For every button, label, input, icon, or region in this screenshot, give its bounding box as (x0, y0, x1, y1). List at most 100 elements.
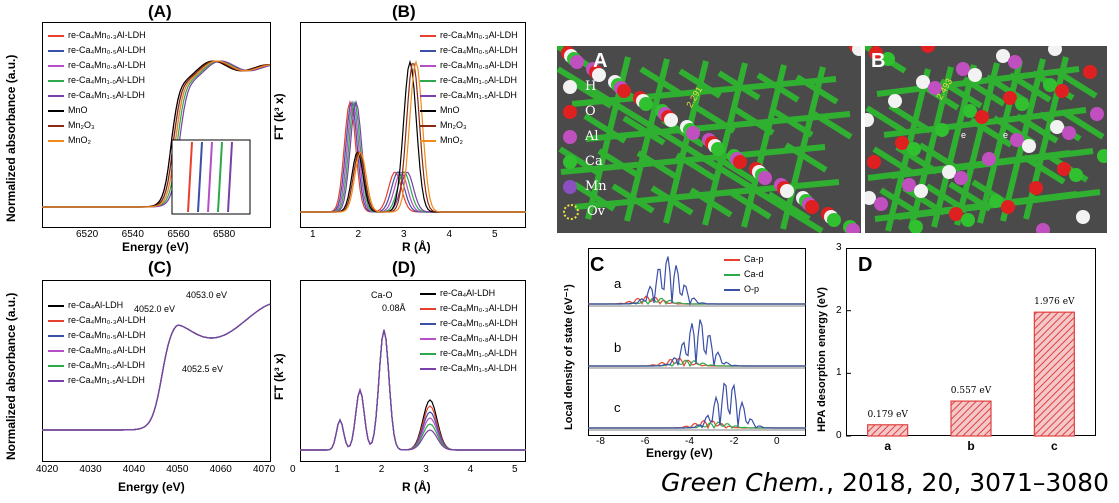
legend-swatch (48, 364, 64, 367)
legend-entry: re-Ca₄Al-LDH (48, 298, 146, 313)
legend-entry: Ca-p (724, 252, 764, 267)
x-tick-label: 1 (334, 464, 340, 475)
legend-entry: re-Ca₄Mn₀.₃Al-LDH (48, 313, 146, 328)
panel-c-plot (42, 303, 271, 431)
molecule-legend-entry: H (563, 74, 607, 99)
legend-label: re-Ca₄Mn₀.₃Al-LDH (68, 315, 146, 325)
legend-label: O-p (744, 284, 760, 294)
molecule-legend-label: Mn (585, 179, 607, 194)
atom (1062, 126, 1076, 140)
dos-trace (588, 359, 806, 368)
x-tick-label: 1 (310, 229, 316, 240)
ft-trace (300, 59, 526, 213)
dos-frame (588, 248, 806, 436)
molecule-legend-label: Al (585, 129, 599, 144)
atom (895, 136, 909, 150)
y-tick-label: 0 (836, 430, 842, 441)
x-tick-label: 5 (492, 229, 498, 240)
legend-swatch (420, 139, 436, 142)
legend-entry: re-Ca₄Mn₀.₃Al-LDH (420, 301, 518, 316)
atom (869, 46, 883, 60)
legend-label: re-Ca₄Mn₁.₅Al-LDH (440, 90, 517, 100)
legend-label: re-Ca₄Mn₀.₈Al-LDH (440, 60, 518, 70)
bond (560, 144, 826, 175)
panel-b-ylabel: FT (k³ x) (272, 93, 286, 140)
atom (968, 68, 982, 82)
bond (574, 179, 840, 210)
atom-swatch (563, 179, 577, 194)
legend-label: re-Ca₄Mn₁.₀Al-LDH (68, 360, 145, 370)
panel-d-plot (300, 329, 526, 451)
atom (1036, 223, 1050, 233)
bar-value-label: 1.976 eV (1034, 297, 1075, 307)
bond (741, 64, 787, 228)
x-tick-label: 4070 (253, 464, 276, 475)
legend-entry: re-Ca₄Mn₁.₀Al-LDH (48, 358, 146, 373)
legend-label: re-Ca₄Mn₀.₅Al-LDH (440, 318, 518, 328)
atom (1055, 84, 1069, 98)
atom (1001, 200, 1015, 214)
panel-b-xlabel: R (Å) (402, 240, 431, 254)
atom (914, 184, 928, 198)
bond (977, 60, 1023, 224)
legend-entry: MnO₂ (420, 133, 518, 148)
bar-b (950, 400, 992, 437)
x-tick-label: 4 (446, 229, 453, 240)
ca-edge-trace (42, 303, 271, 431)
legend-entry: re-Ca₄Mn₁.₀Al-LDH (420, 73, 518, 88)
dos-panel-letter: C (590, 254, 605, 276)
molecule-legend: H O Al Ca Mn Ov (563, 74, 607, 224)
legend-entry: re-Ca₄Mn₀.₈Al-LDH (48, 343, 146, 358)
panel-d-legend: re-Ca₄Al-LDH re-Ca₄Mn₀.₃Al-LDH re-Ca₄Mn₀.₅… (420, 286, 518, 376)
atom (902, 178, 916, 192)
atom (1069, 168, 1083, 182)
bond (925, 183, 969, 214)
bond (770, 107, 814, 138)
bond (639, 66, 683, 97)
atom-swatch (563, 203, 579, 220)
atom (852, 46, 861, 56)
x-tick-label: 4020 (36, 464, 59, 475)
atom (846, 223, 860, 233)
bond (624, 58, 670, 222)
legend-entry: re-Ca₄Mn₁.₅Al-LDH (420, 88, 518, 103)
x-tick-label: 0 (290, 464, 296, 475)
legend-swatch (48, 64, 64, 67)
x-tick-label: 4060 (209, 464, 232, 475)
legend-swatch (48, 49, 64, 52)
dos-plot (588, 256, 806, 431)
y-tick-label: 2 (836, 304, 842, 316)
x-tick-label: -8 (596, 436, 605, 447)
panel-c-title: (C) (148, 258, 172, 277)
bond (717, 70, 761, 101)
bar-category-label: c (1051, 439, 1058, 453)
bar-a (867, 424, 909, 437)
molecule-legend-label: Ca (585, 154, 603, 169)
legend-swatch (420, 34, 436, 37)
legend-entry: re-Ca₄Mn₀.₃Al-LDH (420, 28, 518, 43)
panel-d-title: (D) (392, 258, 416, 277)
atom (916, 75, 930, 89)
legend-swatch (48, 109, 64, 112)
inset-line (227, 141, 233, 213)
dos-xlabel: Energy (eV) (646, 446, 713, 460)
atom (1097, 149, 1107, 163)
atom (921, 46, 935, 53)
dos-sub-a: a (614, 276, 622, 291)
legend-swatch (724, 273, 740, 276)
inset-line (217, 141, 223, 213)
x-tick-label: 4030 (79, 464, 102, 475)
molecule-legend-entry: O (563, 99, 607, 124)
atom (639, 97, 653, 111)
legend-swatch (420, 124, 436, 127)
legend-label: re-Ca₄Mn₀.₅Al-LDH (68, 45, 146, 55)
legend-label: re-Ca₄Mn₀.₈Al-LDH (440, 333, 518, 343)
bond (585, 111, 851, 142)
legend-entry: re-Ca₄Mn₀.₈Al-LDH (420, 58, 518, 73)
legend-label: re-Ca₄Mn₀.₈Al-LDH (68, 345, 146, 355)
molecule-legend-entry: Mn (563, 174, 607, 199)
legend-label: re-Ca₄Mn₁.₀Al-LDH (68, 75, 145, 85)
legend-swatch (420, 49, 436, 52)
atom (935, 123, 949, 137)
panel-d-ylabel: FT (k³ x) (272, 353, 286, 400)
